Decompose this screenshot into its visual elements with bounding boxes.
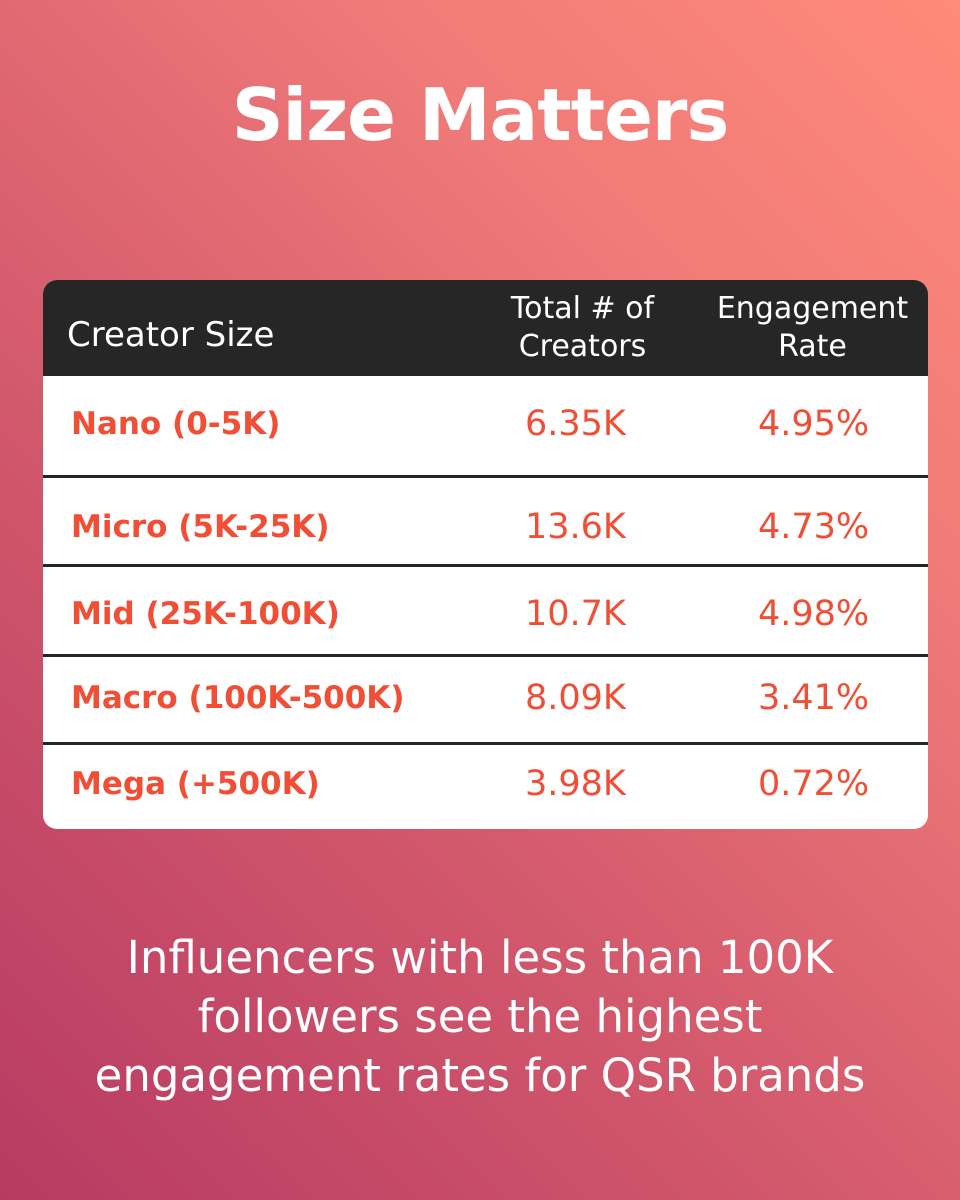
header-total-creators: Total # of Creators (510, 291, 655, 364)
row-engagement-rate: 3.41% (758, 678, 870, 718)
caption: Influencers with less than 100K follower… (0, 928, 960, 1105)
row-total-creators: 13.6K (525, 507, 626, 547)
table-row: Micro (5K-25K) 13.6K 4.73% (43, 483, 928, 571)
row-divider (43, 742, 928, 745)
row-engagement-rate: 4.73% (758, 507, 870, 547)
row-divider (43, 654, 928, 657)
header-creator-size: Creator Size (67, 315, 275, 355)
header-engagement-rate: Engagement Rate (716, 291, 909, 364)
page-title: Size Matters (231, 73, 730, 157)
table-row: Mega (+500K) 3.98K 0.72% (43, 740, 928, 828)
row-creator-size: Mid (25K-100K) (71, 596, 340, 632)
table-row: Macro (100K-500K) 8.09K 3.41% (43, 654, 928, 742)
row-creator-size: Micro (5K-25K) (71, 509, 330, 545)
table-header: Creator Size Total # of Creators Engagem… (43, 280, 928, 376)
row-creator-size: Mega (+500K) (71, 766, 320, 802)
row-engagement-rate: 0.72% (758, 764, 870, 804)
row-divider (43, 475, 928, 478)
caption-line: engagement rates for QSR brands (94, 1049, 866, 1102)
row-creator-size: Nano (0-5K) (71, 406, 281, 442)
creator-size-table: Creator Size Total # of Creators Engagem… (43, 280, 928, 829)
caption-line: Influencers with less than 100K (126, 931, 834, 984)
row-total-creators: 6.35K (525, 404, 626, 444)
row-divider (43, 564, 928, 567)
caption-line: followers see the highest (197, 990, 763, 1043)
row-total-creators: 3.98K (525, 764, 626, 804)
row-engagement-rate: 4.98% (758, 594, 870, 634)
table-row: Nano (0-5K) 6.35K 4.95% (43, 380, 928, 468)
row-creator-size: Macro (100K-500K) (71, 680, 405, 716)
row-engagement-rate: 4.95% (758, 404, 870, 444)
row-total-creators: 8.09K (525, 678, 626, 718)
table-row: Mid (25K-100K) 10.7K 4.98% (43, 570, 928, 658)
row-total-creators: 10.7K (525, 594, 626, 634)
